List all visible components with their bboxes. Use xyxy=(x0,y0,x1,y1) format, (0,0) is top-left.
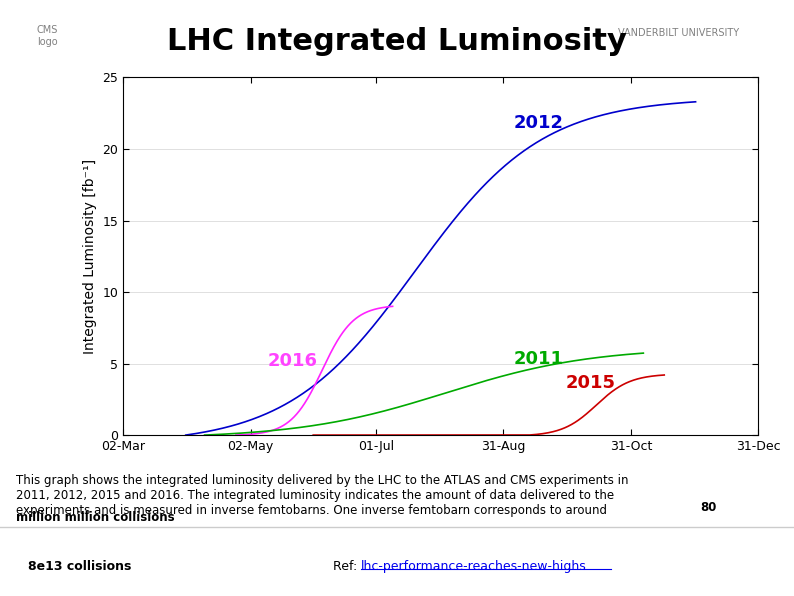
Text: 2015: 2015 xyxy=(566,374,616,392)
Text: 2016: 2016 xyxy=(268,352,318,371)
Text: This graph shows the integrated luminosity delivered by the LHC to the ATLAS and: This graph shows the integrated luminosi… xyxy=(16,474,628,517)
Y-axis label: Integrated Luminosity [fb⁻¹]: Integrated Luminosity [fb⁻¹] xyxy=(83,159,97,354)
Text: .: . xyxy=(168,511,172,524)
Text: LHC Integrated Luminosity: LHC Integrated Luminosity xyxy=(167,27,627,56)
Text: lhc-performance-reaches-new-highs: lhc-performance-reaches-new-highs xyxy=(361,560,587,573)
Text: VANDERBILT UNIVERSITY: VANDERBILT UNIVERSITY xyxy=(619,28,739,38)
Text: 2011: 2011 xyxy=(514,350,564,368)
Text: Ref:: Ref: xyxy=(333,560,366,573)
Text: million million collisions: million million collisions xyxy=(16,511,175,524)
Text: CMS
logo: CMS logo xyxy=(37,25,58,46)
Text: 2012: 2012 xyxy=(514,114,564,132)
Text: 8e13 collisions: 8e13 collisions xyxy=(28,560,131,573)
Text: 80: 80 xyxy=(700,501,717,514)
